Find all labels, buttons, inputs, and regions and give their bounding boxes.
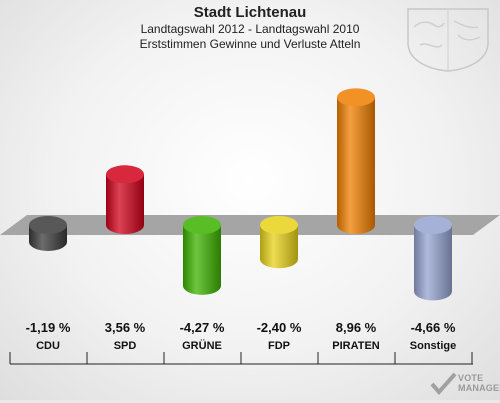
bar-sonstige bbox=[414, 216, 452, 301]
bar-spd bbox=[106, 165, 144, 234]
category-label-spd: SPD bbox=[113, 340, 137, 352]
vote-manager-watermark: VOTE MANAGER bbox=[430, 370, 500, 398]
bar-grüne bbox=[183, 216, 221, 295]
value-label-fdp: -2,40 % bbox=[256, 320, 302, 335]
bar-fdp bbox=[260, 216, 298, 269]
category-label-fdp: FDP bbox=[268, 340, 290, 352]
checkmark-icon bbox=[430, 372, 457, 396]
category-label-grüne: GRÜNE bbox=[182, 340, 222, 352]
watermark-line2: MANAGER bbox=[458, 383, 500, 393]
coat-of-arms-logo bbox=[407, 8, 489, 72]
value-label-sonstige: -4,66 % bbox=[410, 320, 456, 335]
category-label-cdu: CDU bbox=[36, 340, 60, 352]
value-label-cdu: -1,19 % bbox=[25, 320, 71, 335]
value-label-grüne: -4,27 % bbox=[179, 320, 225, 335]
value-label-spd: 3,56 % bbox=[104, 320, 146, 335]
category-label-piraten: PIRATEN bbox=[332, 340, 380, 352]
chart-subtitle: Landtagswahl 2012 - Landtagswahl 2010 bbox=[140, 22, 360, 36]
chart-title: Stadt Lichtenau bbox=[193, 4, 307, 21]
bar-cdu bbox=[29, 216, 67, 251]
bar-piraten bbox=[337, 88, 375, 234]
category-label-sonstige: Sonstige bbox=[409, 340, 457, 352]
value-label-piraten: 8,96 % bbox=[335, 320, 377, 335]
chart-subtitle-2: Erststimmen Gewinne und Verluste Atteln bbox=[139, 37, 361, 51]
watermark-line1: VOTE bbox=[458, 373, 484, 383]
